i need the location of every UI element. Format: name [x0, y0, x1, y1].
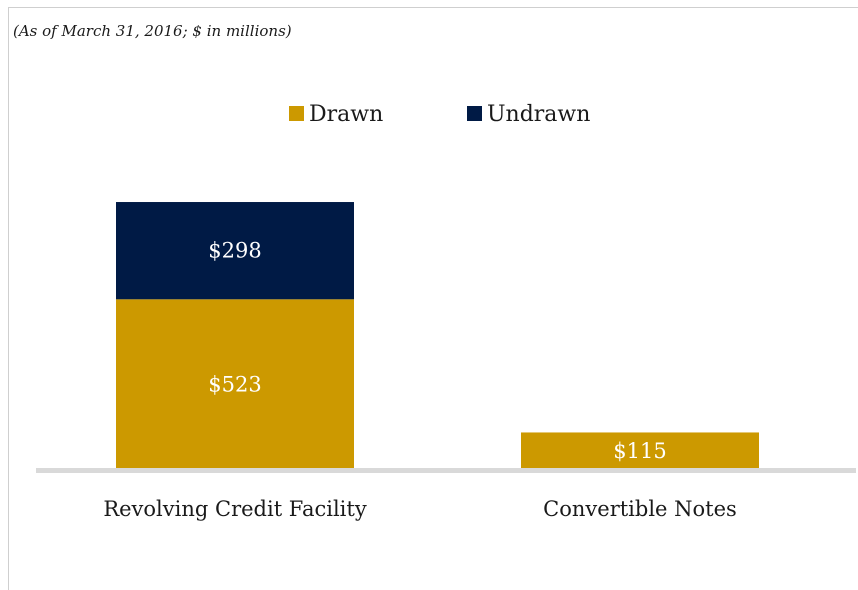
bar-drawn-1 — [521, 432, 759, 470]
bar-undrawn-0 — [116, 202, 354, 300]
data-label-drawn-1: $115 — [613, 439, 666, 463]
category-labels: Revolving Credit Facility Convertible Not… — [103, 497, 737, 521]
data-label-undrawn-0: $298 — [208, 239, 261, 263]
frame-left-border — [8, 7, 9, 590]
chart-subtitle: (As of March 31, 2016; $ in millions) — [13, 22, 292, 40]
frame-top-border — [8, 7, 858, 8]
legend-swatch-drawn — [289, 106, 304, 121]
category-label-1: Convertible Notes — [543, 497, 737, 521]
legend-label-drawn: Drawn — [309, 102, 383, 127]
legend-swatch-undrawn — [467, 106, 482, 121]
data-label-drawn-0: $523 — [208, 373, 261, 397]
legend-label-undrawn: Undrawn — [487, 102, 590, 127]
chart-bars: $523 $298 $115 — [116, 202, 759, 470]
category-label-0: Revolving Credit Facility — [103, 497, 367, 521]
bar-drawn-0 — [116, 299, 354, 470]
x-axis-baseline — [36, 468, 856, 473]
chart-legend: Drawn Undrawn — [289, 102, 590, 127]
